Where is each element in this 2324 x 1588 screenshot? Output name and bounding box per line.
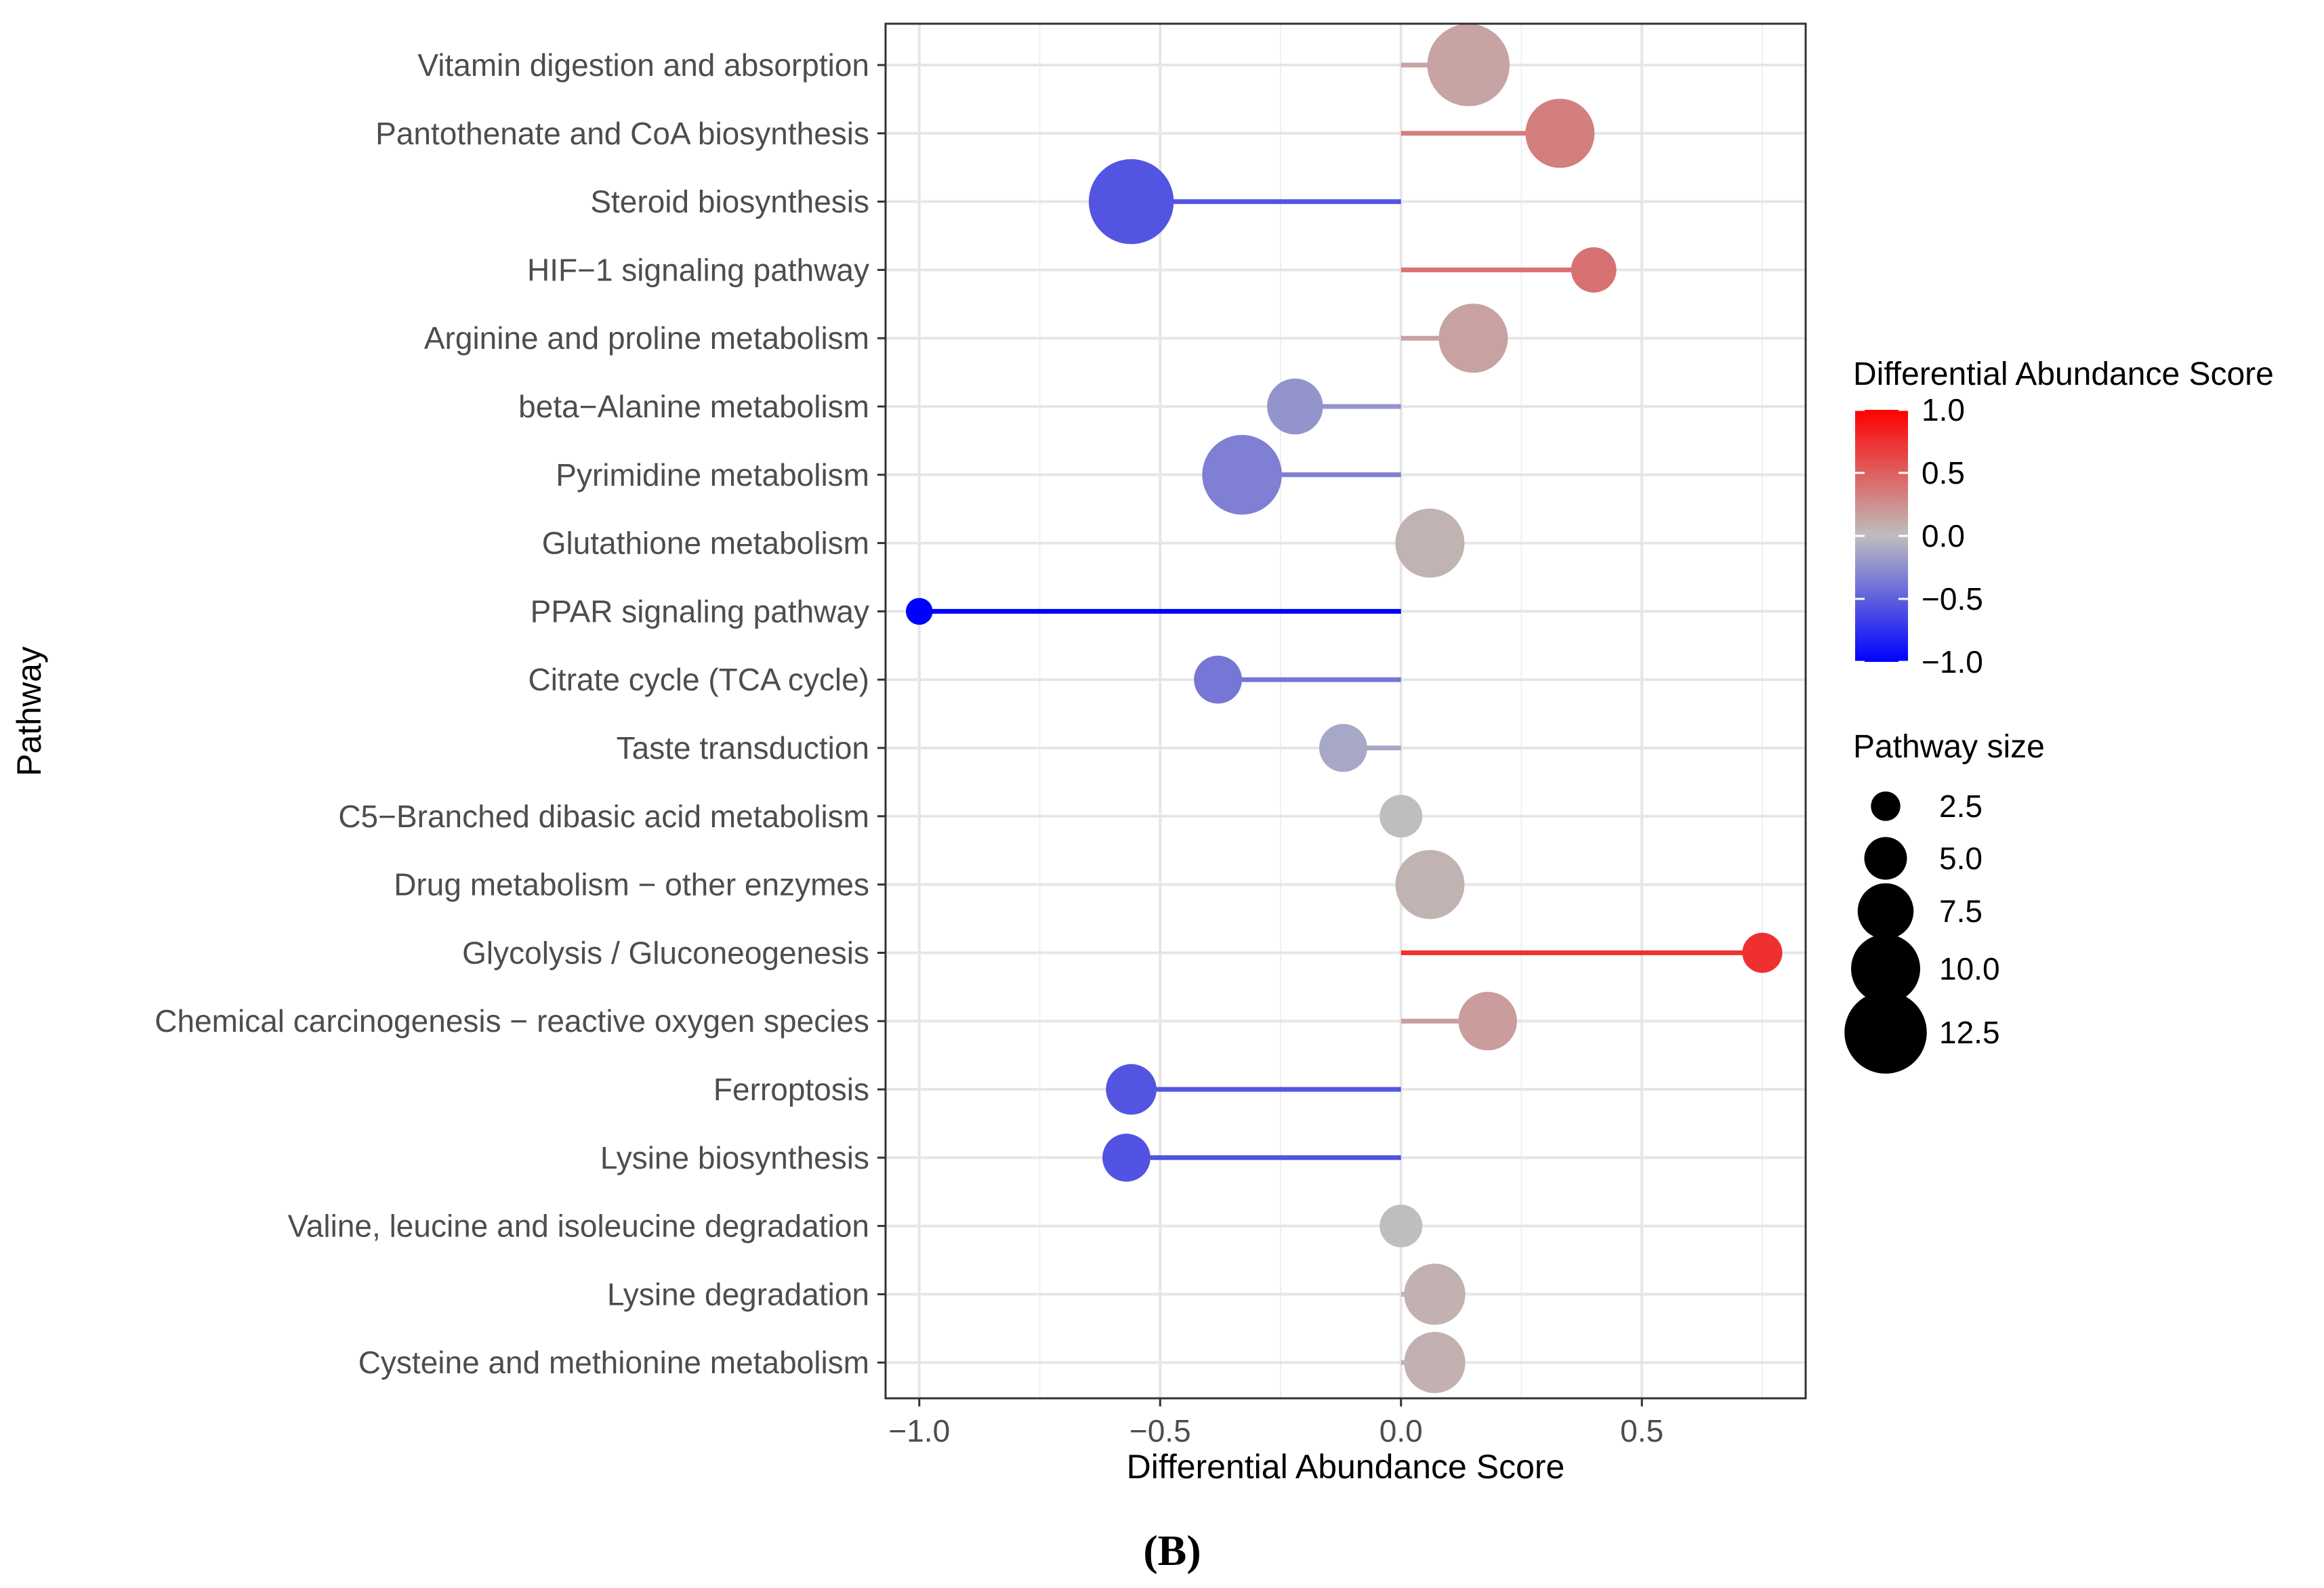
lollipop-point bbox=[1106, 1064, 1157, 1115]
x-tick-label: 0.5 bbox=[1620, 1413, 1663, 1448]
y-tick-label: Glutathione metabolism bbox=[542, 526, 869, 561]
lollipop-point bbox=[1202, 435, 1282, 515]
y-tick-label: Valine, leucine and isoleucine degradati… bbox=[288, 1209, 869, 1244]
lollipop-point bbox=[1438, 304, 1508, 373]
lollipop-point bbox=[1525, 98, 1595, 168]
y-tick-label: Lysine biosynthesis bbox=[600, 1140, 869, 1175]
lollipop-point bbox=[1427, 24, 1510, 106]
y-tick-label: Glycolysis / Gluconeogenesis bbox=[462, 935, 869, 970]
lollipop-point bbox=[1267, 378, 1323, 435]
lollipop-point bbox=[1458, 992, 1517, 1051]
figure-caption: (B) bbox=[1143, 1526, 1201, 1574]
y-tick-label: C5−Branched dibasic acid metabolism bbox=[338, 799, 869, 834]
y-tick-label: Vitamin digestion and absorption bbox=[417, 47, 869, 83]
size-key-dot bbox=[1857, 883, 1914, 940]
color-tick-label: 0.0 bbox=[1922, 518, 1965, 553]
size-legend: Pathway size 2.5 5.0 7.5 10.0 12.5 bbox=[1844, 729, 2045, 1074]
color-tick-label: −1.0 bbox=[1922, 644, 1983, 680]
size-key-dot bbox=[1864, 837, 1907, 880]
size-key-label: 7.5 bbox=[1939, 894, 1983, 929]
x-axis-title: Differential Abundance Score bbox=[1127, 1448, 1565, 1486]
y-tick-label: Arginine and proline metabolism bbox=[424, 320, 869, 356]
y-tick-label: Pyrimidine metabolism bbox=[556, 457, 869, 493]
x-axis: −1.0 −0.5 0.0 0.5 bbox=[888, 1398, 1663, 1448]
lollipop-point bbox=[1742, 932, 1783, 973]
y-tick-label: Cysteine and methionine metabolism bbox=[358, 1345, 869, 1380]
color-legend: Differential Abundance Score 1.0 0.5 0.0 −0… bbox=[1853, 356, 2274, 680]
y-tick-label: Pantothenate and CoA biosynthesis bbox=[375, 116, 869, 151]
plot-panel bbox=[886, 24, 1806, 1398]
lollipop-point bbox=[905, 598, 933, 625]
y-tick-label: Chemical carcinogenesis − reactive oxyge… bbox=[154, 1003, 869, 1039]
y-tick-label: Ferroptosis bbox=[713, 1072, 869, 1107]
lollipop-point bbox=[1395, 508, 1465, 578]
lollipop-point bbox=[1571, 247, 1617, 293]
y-tick-label: beta−Alanine metabolism bbox=[518, 389, 869, 424]
lollipop-points bbox=[905, 24, 1783, 1394]
size-key-dot bbox=[1871, 791, 1901, 821]
lollipop-point bbox=[1194, 655, 1242, 704]
y-axis: Vitamin digestion and absorption Pantothe… bbox=[154, 47, 886, 1380]
y-tick-label: HIF−1 signaling pathway bbox=[527, 252, 869, 287]
lollipop-point bbox=[1088, 159, 1174, 245]
y-tick-label: Steroid biosynthesis bbox=[590, 184, 869, 220]
size-key-dot bbox=[1844, 991, 1927, 1074]
size-key-label: 2.5 bbox=[1939, 789, 1983, 824]
lollipop-point bbox=[1395, 850, 1465, 919]
lollipop-point bbox=[1319, 724, 1367, 772]
y-axis-title: Pathway bbox=[10, 646, 48, 776]
x-tick-label: −0.5 bbox=[1129, 1413, 1191, 1448]
lollipop-point bbox=[1379, 1205, 1423, 1248]
y-tick-label: Lysine degradation bbox=[607, 1276, 869, 1312]
size-legend-keys: 2.5 5.0 7.5 10.0 12.5 bbox=[1844, 789, 2000, 1074]
size-key-label: 10.0 bbox=[1939, 951, 2000, 986]
y-tick-label: PPAR signaling pathway bbox=[531, 593, 869, 629]
color-legend-title: Differential Abundance Score bbox=[1853, 356, 2274, 392]
size-key-dot bbox=[1851, 934, 1920, 1003]
color-bar-ticks: 1.0 0.5 0.0 −0.5 −1.0 bbox=[1855, 392, 1983, 680]
color-tick-label: −0.5 bbox=[1922, 581, 1983, 617]
plot-border bbox=[884, 22, 1807, 1400]
lollipop-point bbox=[1102, 1133, 1150, 1182]
color-tick-label: 0.5 bbox=[1922, 455, 1965, 490]
y-tick-label: Taste transduction bbox=[617, 730, 869, 766]
color-tick-label: 1.0 bbox=[1922, 392, 1965, 427]
size-key-label: 12.5 bbox=[1939, 1015, 2000, 1050]
size-legend-title: Pathway size bbox=[1853, 729, 2045, 765]
y-tick-label: Citrate cycle (TCA cycle) bbox=[528, 662, 869, 697]
y-tick-label: Drug metabolism − other enzymes bbox=[394, 867, 869, 902]
lollipop-point bbox=[1379, 795, 1423, 838]
size-key-label: 5.0 bbox=[1939, 841, 1983, 876]
x-tick-label: 0.0 bbox=[1379, 1413, 1423, 1448]
lollipop-point bbox=[1404, 1332, 1466, 1394]
x-tick-label: −1.0 bbox=[888, 1413, 950, 1448]
lollipop-point bbox=[1404, 1263, 1466, 1325]
